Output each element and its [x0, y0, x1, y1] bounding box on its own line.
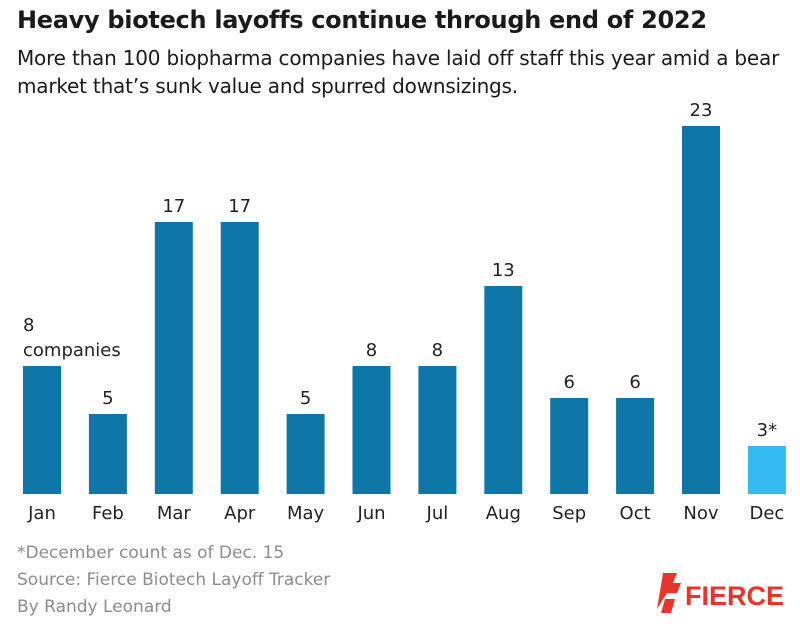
byline: By Randy Leonard [17, 597, 172, 617]
value-label-may: 5 [300, 388, 311, 409]
footnote: *December count as of Dec. 15 [17, 543, 285, 563]
bar-aug [484, 286, 523, 494]
bar-may [286, 414, 325, 494]
x-tick-jul: Jul [426, 503, 449, 524]
bar-jun [352, 366, 391, 494]
value-label-nov: 23 [690, 100, 713, 121]
value-label-aug: 13 [492, 260, 515, 281]
value-label-jun: 8 [366, 340, 377, 361]
value-label-mar: 17 [162, 196, 185, 217]
bar-mar [154, 222, 193, 494]
x-tick-jun: Jun [356, 503, 385, 524]
x-tick-may: May [287, 503, 325, 524]
x-tick-nov: Nov [683, 503, 718, 524]
fierce-logo: FIERCE [657, 573, 784, 613]
value-label-oct: 6 [629, 372, 640, 393]
value-label-jul: 8 [432, 340, 443, 361]
bar-chart: 8 companies Jan 5 Feb 17 Mar 17 Apr 5 May 8 Jun 8 Jul 1… [23, 100, 786, 524]
x-tick-aug: Aug [486, 503, 521, 524]
x-tick-apr: Apr [224, 503, 256, 524]
value-label-sep: 6 [563, 372, 574, 393]
bar-apr [220, 222, 259, 494]
value-label-apr: 17 [228, 196, 251, 217]
bar-nov [682, 126, 720, 494]
bar-oct [616, 398, 655, 494]
value-label-jan: 8 [23, 315, 34, 336]
fierce-flag-icon [657, 573, 681, 613]
bar-jul [418, 366, 457, 494]
value-label-unit: companies [23, 340, 121, 361]
x-tick-sep: Sep [552, 503, 586, 524]
x-tick-dec: Dec [749, 503, 784, 524]
bar-dec [747, 446, 786, 494]
bar-jan [23, 366, 61, 494]
bar-sep [550, 398, 589, 494]
fierce-logo-text: FIERCE [685, 581, 784, 611]
x-tick-feb: Feb [92, 503, 124, 524]
source-line: Source: Fierce Biotech Layoff Tracker [17, 570, 331, 590]
chart-title: Heavy biotech layoffs continue through e… [17, 6, 707, 34]
value-label-dec: 3* [757, 420, 777, 441]
x-tick-oct: Oct [620, 503, 651, 524]
value-label-feb: 5 [102, 388, 113, 409]
x-tick-mar: Mar [157, 503, 192, 524]
x-tick-jan: Jan [27, 503, 56, 524]
bar-feb [88, 414, 127, 494]
chart-subtitle: More than 100 biopharma companies have l… [17, 46, 780, 98]
